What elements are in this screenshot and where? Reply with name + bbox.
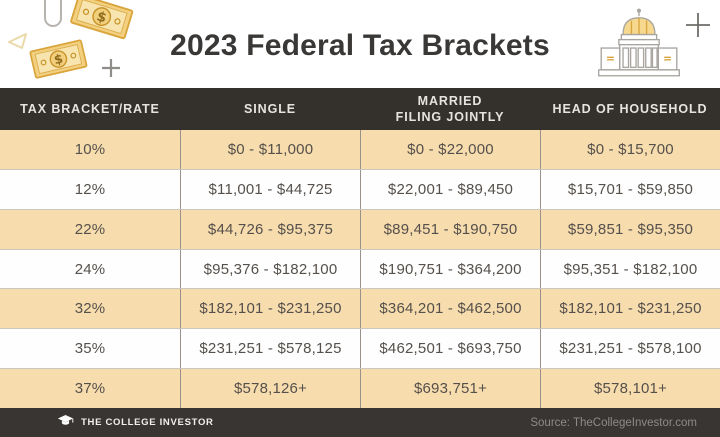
table-row: 37% $578,126+ $693,751+ $578,101+ <box>0 368 720 409</box>
rate-cell: 24% <box>74 260 106 278</box>
plus-icon <box>100 57 122 84</box>
column-header-rate: TAX BRACKET/RATE <box>20 101 160 116</box>
dollar-bill-icon: $ <box>68 0 135 46</box>
hoh-cell: $15,701 - $59,850 <box>540 169 720 209</box>
rate-cell: 12% <box>74 180 106 198</box>
single-cell: $11,001 - $44,725 <box>180 169 360 209</box>
table-row: 32% $182,101 - $231,250 $364,201 - $462,… <box>0 288 720 329</box>
table-row: 12% $11,001 - $44,725 $22,001 - $89,450 … <box>0 168 720 209</box>
column-header-hoh: HEAD OF HOUSEHOLD <box>552 101 708 116</box>
hero-band: $ $ <box>0 0 720 88</box>
dollar-bill-icon: $ <box>29 37 90 85</box>
svg-text:$: $ <box>95 8 109 26</box>
capitol-building-icon <box>597 7 681 84</box>
single-cell: $578,126+ <box>180 369 360 409</box>
married-cell: $22,001 - $89,450 <box>360 169 540 209</box>
single-cell: $95,376 - $182,100 <box>180 249 360 289</box>
table-header-row: TAX BRACKET/RATE SINGLE MARRIED FILING J… <box>0 88 720 130</box>
table-row: 10% $0 - $11,000 $0 - $22,000 $0 - $15,7… <box>0 130 720 169</box>
rate-cell: 10% <box>74 140 106 158</box>
brand-logo: THE COLLEGE INVESTOR <box>57 414 214 432</box>
hoh-cell: $182,101 - $231,250 <box>540 289 720 329</box>
married-cell: $89,451 - $190,750 <box>360 209 540 249</box>
hoh-cell: $0 - $15,700 <box>540 130 720 169</box>
plus-icon <box>684 11 712 44</box>
single-cell: $44,726 - $95,375 <box>180 209 360 249</box>
graduation-cap-icon <box>57 414 74 432</box>
source-credit: Source: TheCollegeInvestor.com <box>530 416 697 429</box>
rate-cell: 32% <box>74 300 106 318</box>
table-row: 35% $231,251 - $578,125 $462,501 - $693,… <box>0 328 720 369</box>
hoh-cell: $578,101+ <box>540 369 720 409</box>
column-header-single: SINGLE <box>244 101 296 116</box>
single-cell: $0 - $11,000 <box>180 130 360 169</box>
married-cell: $693,751+ <box>360 369 540 409</box>
table-body: 10% $0 - $11,000 $0 - $22,000 $0 - $15,7… <box>0 130 720 409</box>
hoh-cell: $59,851 - $95,350 <box>540 209 720 249</box>
single-cell: $182,101 - $231,250 <box>180 289 360 329</box>
hoh-cell: $95,351 - $182,100 <box>540 249 720 289</box>
brand-label: THE COLLEGE INVESTOR <box>81 417 214 428</box>
test-tube-icon <box>41 0 65 38</box>
married-cell: $190,751 - $364,200 <box>360 249 540 289</box>
table-row: 24% $95,376 - $182,100 $190,751 - $364,2… <box>0 248 720 289</box>
rate-cell: 37% <box>74 380 106 398</box>
triangle-icon <box>7 31 29 56</box>
married-cell: $0 - $22,000 <box>360 130 540 169</box>
single-cell: $231,251 - $578,125 <box>180 329 360 369</box>
rate-cell: 35% <box>74 340 106 358</box>
table-row: 22% $44,726 - $95,375 $89,451 - $190,750… <box>0 208 720 249</box>
column-header-married: MARRIED FILING JOINTLY <box>395 93 505 124</box>
svg-text:$: $ <box>52 51 64 68</box>
rate-cell: 22% <box>74 220 106 238</box>
hoh-cell: $231,251 - $578,100 <box>540 329 720 369</box>
footer-bar: THE COLLEGE INVESTOR Source: TheCollegeI… <box>0 408 720 437</box>
married-cell: $462,501 - $693,750 <box>360 329 540 369</box>
page-title: 2023 Federal Tax Brackets <box>170 29 550 62</box>
married-cell: $364,201 - $462,500 <box>360 289 540 329</box>
